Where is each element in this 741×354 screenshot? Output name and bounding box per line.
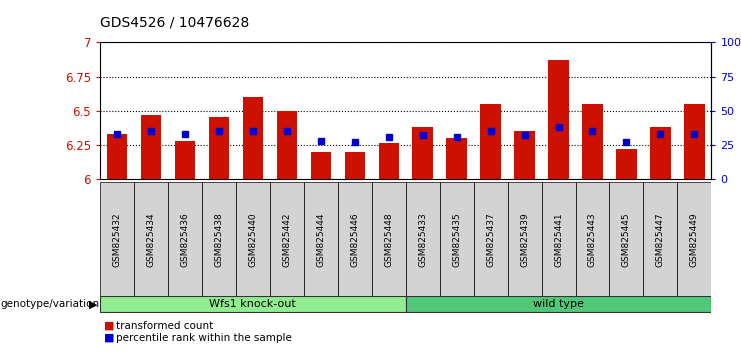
Bar — [202, 182, 236, 297]
Text: wild type: wild type — [533, 299, 584, 309]
Text: GSM825436: GSM825436 — [181, 212, 190, 267]
Text: GSM825440: GSM825440 — [248, 212, 257, 267]
Text: ■: ■ — [104, 321, 114, 331]
Bar — [236, 182, 270, 297]
Bar — [480, 104, 501, 179]
Text: ▶: ▶ — [89, 299, 97, 309]
Bar — [508, 182, 542, 297]
Bar — [446, 138, 467, 179]
Text: GSM825445: GSM825445 — [622, 212, 631, 267]
Bar — [175, 141, 195, 179]
Bar — [100, 297, 406, 313]
Text: GDS4526 / 10476628: GDS4526 / 10476628 — [100, 16, 249, 30]
Bar — [345, 152, 365, 179]
Bar — [406, 297, 711, 313]
Bar — [209, 118, 229, 179]
Bar — [379, 143, 399, 179]
Text: ■: ■ — [104, 333, 114, 343]
Bar — [684, 104, 705, 179]
Bar — [542, 182, 576, 297]
Text: genotype/variation: genotype/variation — [1, 299, 100, 309]
Bar — [243, 97, 263, 179]
Text: Wfs1 knock-out: Wfs1 knock-out — [210, 299, 296, 309]
Bar — [134, 182, 168, 297]
Text: percentile rank within the sample: percentile rank within the sample — [116, 333, 292, 343]
Bar — [514, 131, 535, 179]
Bar — [270, 182, 304, 297]
Bar — [276, 110, 297, 179]
Text: GSM825442: GSM825442 — [282, 213, 291, 267]
Bar — [100, 182, 134, 297]
Bar — [141, 115, 162, 179]
Text: transformed count: transformed count — [116, 321, 213, 331]
Bar — [582, 104, 602, 179]
Text: GSM825438: GSM825438 — [214, 212, 223, 267]
Text: GSM825441: GSM825441 — [554, 212, 563, 267]
Bar — [310, 152, 331, 179]
Bar — [576, 182, 609, 297]
Bar — [168, 182, 202, 297]
Bar — [617, 149, 637, 179]
Text: GSM825435: GSM825435 — [452, 212, 461, 267]
Bar — [439, 182, 473, 297]
Bar — [406, 182, 439, 297]
Text: GSM825447: GSM825447 — [656, 212, 665, 267]
Bar — [372, 182, 406, 297]
Text: GSM825449: GSM825449 — [690, 212, 699, 267]
Text: GSM825439: GSM825439 — [520, 212, 529, 267]
Text: GSM825446: GSM825446 — [350, 212, 359, 267]
Bar — [651, 127, 671, 179]
Bar — [304, 182, 338, 297]
Text: GSM825448: GSM825448 — [385, 212, 393, 267]
Bar — [107, 134, 127, 179]
Bar — [413, 127, 433, 179]
Text: GSM825432: GSM825432 — [113, 212, 122, 267]
Text: GSM825433: GSM825433 — [418, 212, 427, 267]
Text: GSM825444: GSM825444 — [316, 213, 325, 267]
Bar — [643, 182, 677, 297]
Bar — [473, 182, 508, 297]
Text: GSM825434: GSM825434 — [147, 212, 156, 267]
Text: GSM825437: GSM825437 — [486, 212, 495, 267]
Text: GSM825443: GSM825443 — [588, 212, 597, 267]
Bar — [548, 60, 568, 179]
Bar — [677, 182, 711, 297]
Bar — [338, 182, 372, 297]
Bar — [609, 182, 643, 297]
